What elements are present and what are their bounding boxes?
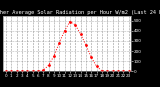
Title: Milwaukee Weather Average Solar Radiation per Hour W/m2 (Last 24 Hours): Milwaukee Weather Average Solar Radiatio…: [0, 10, 160, 15]
